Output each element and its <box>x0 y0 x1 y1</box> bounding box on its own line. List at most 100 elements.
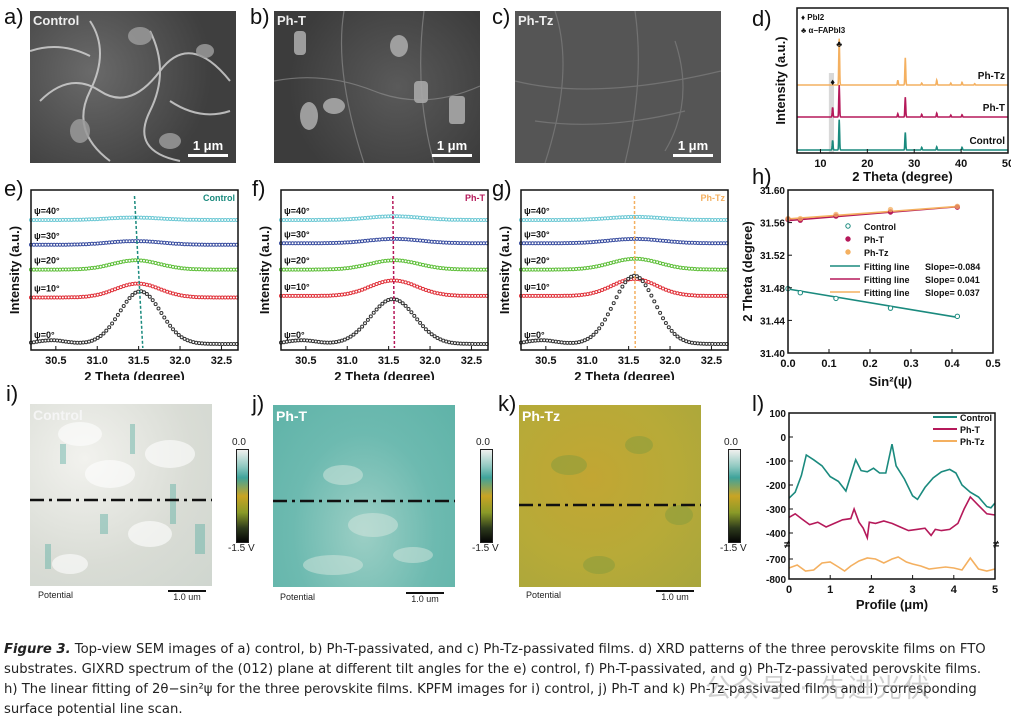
data-point <box>608 306 613 311</box>
x-tick-label: 0.3 <box>903 358 918 370</box>
scale-bar-label: 1 μm <box>436 138 468 153</box>
data-point <box>415 317 420 322</box>
fit-line <box>787 205 958 220</box>
scale-bar: 1 μm <box>673 138 713 157</box>
data-point <box>397 299 402 304</box>
x-tick-label: 0.2 <box>862 358 877 370</box>
data-point <box>115 312 120 317</box>
line-scan-ph-tz <box>788 556 996 572</box>
data-point <box>168 323 173 328</box>
xrd-series-ph-tz <box>797 38 1008 86</box>
gixrd-chart-ph-t: ψ=40° ψ=30° ψ=20° ψ=10° ψ=0° Ph-T 30.5 31.0 31.5… <box>257 189 489 380</box>
y-tick-label: -700 <box>766 555 786 566</box>
data-point <box>101 331 106 336</box>
data-point <box>380 301 385 306</box>
panel-label-a: a) <box>4 4 24 29</box>
x-tick-label: 30 <box>908 158 920 170</box>
xrd-series-ph-t <box>797 84 1008 118</box>
data-point <box>98 334 103 338</box>
legend-slope: Slope= 0.041 <box>925 275 980 285</box>
gixrd-chart-control: ψ=40° ψ=30° ψ=20° ψ=10° ψ=0° Control 30.5 31.0 3… <box>7 189 239 380</box>
data-point <box>377 304 382 309</box>
y-tick-label: 31.60 <box>760 186 785 197</box>
data-point <box>603 317 607 322</box>
line-scan-ph-t <box>788 495 996 541</box>
x-axis-title: Profile (μm) <box>856 597 928 612</box>
axis-break-marker: ≠ <box>784 539 790 551</box>
data-point <box>150 298 155 303</box>
data-point <box>351 332 356 337</box>
data-point <box>672 332 677 336</box>
xrd-series-control <box>797 119 1008 151</box>
data-point <box>626 276 631 281</box>
gixrd-series <box>519 273 729 346</box>
psi-label: ψ=20° <box>284 256 310 266</box>
x-tick-label: 2 <box>868 584 874 596</box>
data-point <box>95 335 100 340</box>
data-point <box>162 315 167 320</box>
scale-bar-label: 1 μm <box>677 138 709 153</box>
x-tick-label: 31.5 <box>618 355 639 367</box>
data-point <box>118 308 123 313</box>
plot-frame <box>520 189 729 351</box>
data-point <box>655 305 660 310</box>
psi-label: ψ=10° <box>284 282 310 292</box>
y-axis-title: Intensity (a.u.) <box>497 226 512 314</box>
gixrd-series <box>519 236 729 246</box>
data-point <box>171 327 175 332</box>
gixrd-series <box>29 239 239 247</box>
panel-label-i: i) <box>6 381 19 406</box>
legend-label: Ph-T <box>864 235 884 245</box>
gixrd-series <box>29 289 239 346</box>
y-tick-label: 31.48 <box>760 284 785 295</box>
x-tick-label: 4 <box>951 584 958 596</box>
gixrd-series <box>29 281 239 300</box>
data-point <box>423 327 428 332</box>
data-point <box>640 279 645 284</box>
gixrd-chart-ph-tz: ψ=40° ψ=30° ψ=20° ψ=10° ψ=0° Ph-Tz 30.5 31.0 31.… <box>497 189 729 380</box>
data-point <box>605 312 610 317</box>
legend-label: Fitting line <box>864 275 910 285</box>
data-point <box>409 310 414 315</box>
x-axis-title: 2 Theta (degree) <box>574 369 674 380</box>
kpfm-image-control: Control <box>30 404 212 586</box>
kpfm-footer: Potential <box>280 592 316 602</box>
colorbar-top-label: 0.0 <box>232 437 246 448</box>
data-point <box>371 310 376 315</box>
y-axis-title: Intensity (a.u.) <box>257 226 272 314</box>
series-label: Ph-T <box>983 103 1005 114</box>
x-axis-title: 2 Theta (degree) <box>852 169 952 184</box>
data-point <box>833 295 839 302</box>
strain-fit-chart: Control Ph-T Ph-Tz Fitting line Slope=-0.084… <box>740 186 1001 389</box>
x-tick-label: 31.0 <box>577 355 598 367</box>
line-scan-chart: Control Ph-T Ph-Tz ≠ ≠ 0 1 2 3 4 5 100 0 -100 -200 -300… <box>766 409 999 612</box>
legend-label: Ph-T <box>960 425 980 435</box>
y-tick-label: 31.40 <box>760 349 785 360</box>
data-point <box>432 334 437 339</box>
psi-label: ψ=0° <box>284 330 305 340</box>
x-axis-title: Sin²(ψ) <box>869 374 912 389</box>
legend-label: Control <box>864 222 896 232</box>
gixrd-series <box>29 258 239 272</box>
scale-bar: 1 μm <box>432 138 472 157</box>
y-axis-title: Intensity (a.u.) <box>773 36 788 124</box>
gixrd-series <box>279 214 489 222</box>
x-tick-label: 31.5 <box>378 355 399 367</box>
data-point <box>104 328 109 333</box>
x-tick-label: 30.5 <box>295 355 316 367</box>
gixrd-series <box>279 236 489 246</box>
x-tick-label: 20 <box>861 158 873 170</box>
data-point <box>383 299 388 304</box>
chart-title: Control <box>203 193 235 203</box>
data-point <box>649 293 654 298</box>
data-point <box>643 283 648 288</box>
legend-label: Ph-Tz <box>864 248 889 258</box>
data-point <box>142 290 146 295</box>
data-point <box>130 293 135 297</box>
data-point <box>127 296 132 301</box>
data-point <box>594 329 599 334</box>
legend-slope: Slope= 0.037 <box>925 288 980 298</box>
x-tick-label: 0 <box>786 584 792 596</box>
data-point <box>124 299 129 304</box>
x-tick-label: 40 <box>955 158 967 170</box>
